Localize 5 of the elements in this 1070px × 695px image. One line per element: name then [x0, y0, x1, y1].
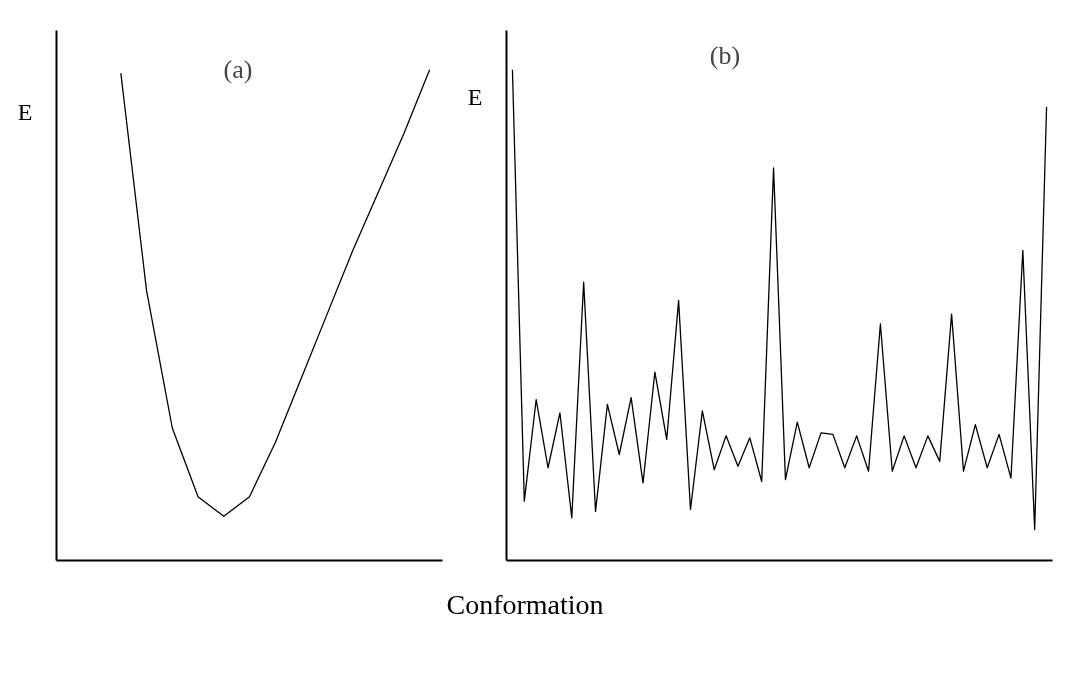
- x-axis-title: Conformation: [446, 588, 604, 622]
- chart-title: (b): [709, 40, 741, 70]
- y-axis-title: E: [17, 98, 33, 127]
- y-axis-title: E: [467, 83, 483, 112]
- chart-title: (a): [223, 55, 253, 85]
